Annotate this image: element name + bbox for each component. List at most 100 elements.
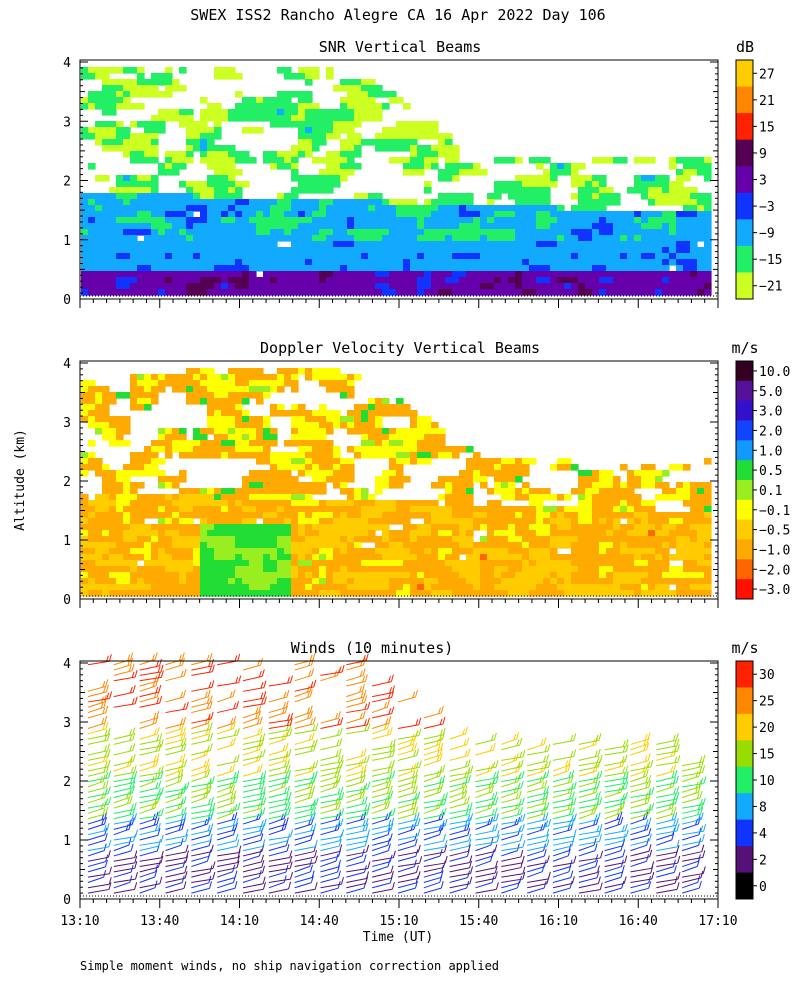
heatmap-cell (81, 277, 89, 284)
heatmap-cell (438, 512, 446, 519)
heatmap-cell (144, 211, 152, 218)
wind-barb-feather (134, 770, 138, 779)
heatmap-cell (207, 428, 215, 435)
heatmap-cell (284, 229, 292, 236)
heatmap-cell (354, 566, 362, 573)
heatmap-cell (214, 259, 222, 266)
wind-barb (87, 771, 107, 777)
heatmap-cell (130, 494, 138, 501)
heatmap-cell (298, 151, 306, 158)
heatmap-cell (592, 494, 600, 501)
wind-barb (87, 691, 107, 698)
heatmap-cell (151, 91, 159, 98)
heatmap-cell (207, 229, 215, 236)
heatmap-cell (165, 223, 173, 230)
colorbar-swatch (736, 245, 753, 273)
wind-barb (139, 793, 162, 799)
heatmap-cell (578, 175, 586, 182)
heatmap-cell (109, 548, 117, 555)
heatmap-cell (123, 488, 131, 495)
heatmap-cell (200, 193, 208, 200)
heatmap-cell (494, 464, 502, 471)
heatmap-cell (130, 386, 138, 393)
heatmap-cell (270, 103, 278, 110)
heatmap-cell (382, 542, 390, 549)
heatmap-cell (578, 530, 586, 537)
heatmap-cell (81, 133, 89, 140)
colorbar-swatch (736, 440, 753, 461)
heatmap-cell (284, 283, 292, 290)
heatmap-cell (277, 584, 285, 591)
heatmap-cell (501, 247, 509, 254)
heatmap-cell (340, 127, 348, 134)
heatmap-cell (263, 289, 271, 296)
heatmap-cell (186, 199, 194, 206)
heatmap-cell (592, 283, 600, 290)
wind-barb-feather (160, 855, 164, 864)
heatmap-cell (585, 277, 593, 284)
heatmap-cell (340, 253, 348, 260)
heatmap-cell (256, 380, 264, 387)
heatmap-cell (270, 199, 278, 206)
heatmap-cell (256, 536, 264, 543)
heatmap-cell (606, 157, 614, 164)
heatmap-cell (550, 271, 558, 278)
heatmap-cell (585, 283, 593, 290)
heatmap-cell (102, 464, 110, 471)
heatmap-cell (466, 578, 474, 585)
heatmap-cell (592, 157, 600, 164)
heatmap-cell (242, 157, 250, 164)
heatmap-cell (494, 211, 502, 218)
heatmap-cell (263, 428, 271, 435)
heatmap-cell (235, 434, 243, 441)
heatmap-cell (655, 530, 663, 537)
heatmap-cell (326, 175, 334, 182)
heatmap-cell (263, 482, 271, 489)
heatmap-cell (235, 368, 243, 375)
heatmap-cell (522, 578, 530, 585)
heatmap-cell (354, 259, 362, 266)
heatmap-cell (501, 488, 509, 495)
heatmap-cell (438, 253, 446, 260)
heatmap-cell (571, 566, 579, 573)
heatmap-cell (137, 566, 145, 573)
heatmap-cell (592, 536, 600, 543)
heatmap-cell (634, 289, 642, 296)
heatmap-cell (592, 277, 600, 284)
heatmap-cell (655, 578, 663, 585)
heatmap-cell (235, 488, 243, 495)
heatmap-cell (389, 223, 397, 230)
heatmap-cell (571, 247, 579, 254)
heatmap-cell (368, 91, 376, 98)
heatmap-cell (466, 205, 474, 212)
heatmap-cell (340, 458, 348, 465)
heatmap-cell (536, 199, 544, 206)
heatmap-cell (375, 241, 383, 248)
heatmap-cell (641, 277, 649, 284)
heatmap-cell (634, 241, 642, 248)
heatmap-cell (102, 127, 110, 134)
heatmap-cell (599, 223, 607, 230)
heatmap-cell (186, 440, 194, 447)
colorbar-swatch (736, 60, 753, 88)
heatmap-cell (648, 247, 656, 254)
heatmap-cell (319, 416, 327, 423)
heatmap-cell (375, 578, 383, 585)
heatmap-cell (354, 139, 362, 146)
heatmap-cell (424, 518, 432, 525)
wind-barb (87, 883, 110, 889)
heatmap-cell (683, 223, 691, 230)
heatmap-cell (235, 151, 243, 158)
heatmap-cell (298, 283, 306, 290)
heatmap-cell (284, 109, 292, 116)
heatmap-cell (494, 590, 502, 597)
heatmap-cell (109, 265, 117, 272)
heatmap-cell (228, 536, 236, 543)
heatmap-cell (382, 590, 390, 597)
heatmap-cell (697, 518, 705, 525)
heatmap-cell (368, 578, 376, 585)
heatmap-cell (242, 554, 250, 561)
heatmap-cell (298, 452, 306, 459)
heatmap-cell (473, 289, 481, 296)
heatmap-cell (564, 524, 572, 531)
